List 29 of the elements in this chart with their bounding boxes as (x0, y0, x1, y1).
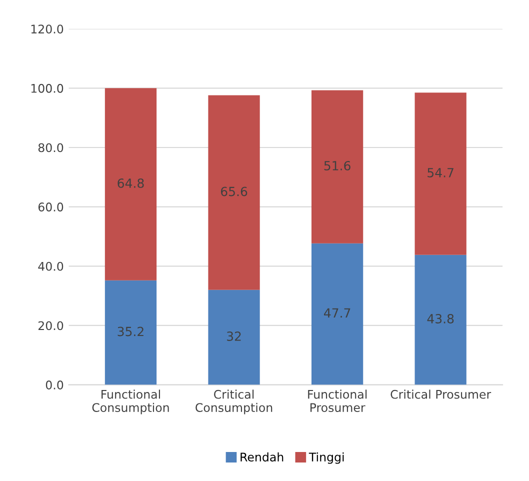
bar (311, 243, 364, 385)
data-label: 51.6 (324, 160, 350, 170)
y-tick-label: 0.0 (46, 380, 64, 390)
bar (311, 90, 364, 244)
data-label: 65.6 (220, 186, 248, 196)
data-label: 54.7 (428, 168, 454, 178)
x-tick-label: Functional Prosumer (308, 390, 367, 412)
data-label: 32 (227, 332, 241, 341)
data-label: 64.8 (118, 178, 144, 188)
legend-label: Rendah (240, 452, 284, 462)
y-tick-label: 40.0 (38, 262, 64, 271)
legend-label: Tinggi (308, 452, 344, 464)
bar (104, 88, 157, 280)
x-tick-label: Critical Consumption (196, 390, 272, 414)
y-tick-label: 60.0 (38, 202, 64, 212)
data-label: 47.7 (324, 308, 350, 318)
bar (414, 254, 466, 385)
bar (104, 280, 157, 385)
y-tick-label: 20.0 (38, 321, 64, 330)
x-tick-label: Critical Prosumer (390, 390, 492, 399)
y-tick-label: 120.0 (31, 24, 64, 34)
bar (208, 95, 260, 290)
data-label: 43.8 (427, 314, 454, 324)
y-tick-label: 100.0 (31, 84, 64, 93)
x-tick-label: Functional Consumption (92, 390, 169, 414)
data-label: 35.2 (118, 326, 144, 336)
bar (208, 290, 260, 385)
bar (414, 92, 466, 255)
y-tick-label: 80.0 (38, 143, 64, 152)
